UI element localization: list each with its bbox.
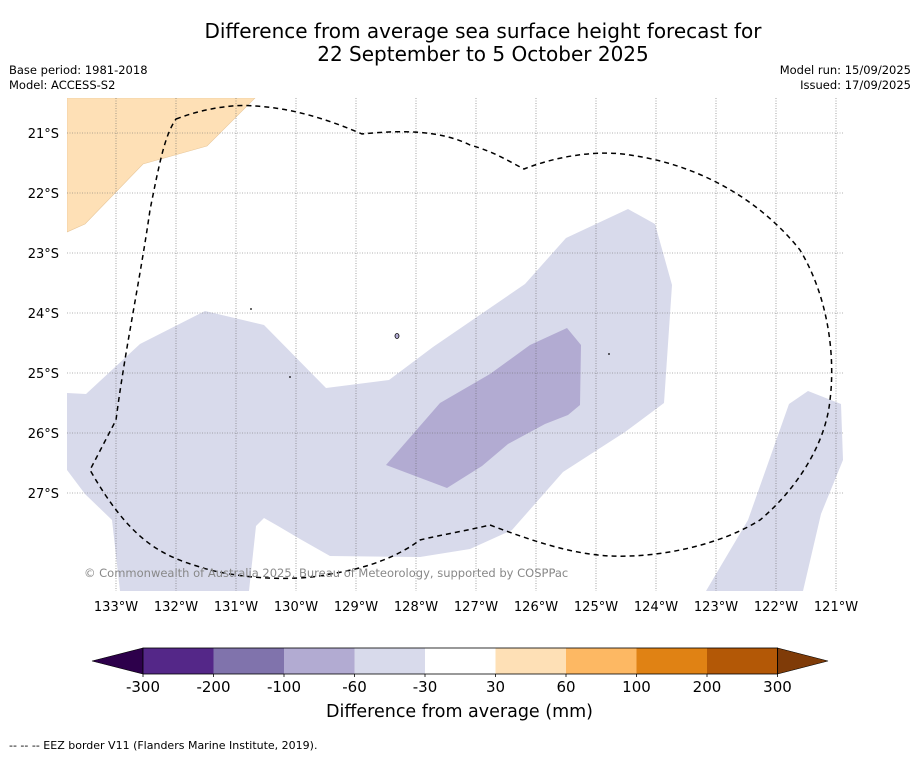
latitude-label: 23°S — [28, 247, 59, 262]
colorbar-tick-label: -200 — [196, 678, 230, 696]
longitude-label: 123°W — [694, 600, 738, 615]
longitude-label: 124°W — [634, 600, 678, 615]
meta-left: Base period: 1981-2018 Model: ACCESS-S2 — [9, 63, 148, 93]
map-panel: © Commonwealth of Australia 2025, Bureau… — [67, 98, 843, 591]
island-marker — [394, 333, 400, 339]
island-marker — [289, 376, 291, 378]
longitude-labels: 133°W 132°W 131°W 130°W 129°W 128°W 127°W 126°W… — [94, 600, 858, 615]
colorbar-bin — [495, 648, 567, 674]
colorbar-bin — [425, 648, 496, 674]
longitude-label: 130°W — [274, 600, 318, 615]
colorbar-tick-label: -100 — [267, 678, 301, 696]
colorbar-bin — [566, 648, 637, 674]
latitude-label: 21°S — [28, 127, 59, 142]
negative-anomaly-region-light — [67, 209, 672, 591]
latitude-label: 25°S — [28, 367, 59, 382]
island-marker — [250, 308, 252, 310]
longitude-label: 129°W — [334, 600, 378, 615]
meta-right: Model run: 15/09/2025 Issued: 17/09/2025 — [780, 63, 911, 93]
copyright-notice: © Commonwealth of Australia 2025, Bureau… — [84, 566, 568, 580]
colorbar-outline — [142, 647, 778, 675]
longitude-label: 132°W — [154, 600, 198, 615]
eez-legend-note: -- -- -- EEZ border V11 (Flanders Marine… — [9, 739, 318, 752]
longitude-label: 126°W — [514, 600, 558, 615]
colorbar-bin — [213, 648, 285, 674]
negative-anomaly-region-medium — [386, 328, 581, 488]
colorbar-tick-label: -60 — [342, 678, 367, 696]
longitude-label: 121°W — [814, 600, 858, 615]
colorbar-under-extension — [91, 647, 144, 675]
colorbar: -300 -200 -100 -60 -30 30 60 100 200 300 — [91, 647, 829, 696]
colorbar-tick-label: 60 — [556, 678, 575, 696]
colorbar-bin — [354, 648, 426, 674]
model-run-label: Model run: 15/09/2025 — [779, 63, 911, 77]
latitude-label: 24°S — [28, 307, 59, 322]
colorbar-tick-label: 200 — [693, 678, 722, 696]
colorbar-bin — [636, 648, 708, 674]
island-marker — [608, 353, 610, 355]
longitude-label: 125°W — [574, 600, 618, 615]
longitude-label: 131°W — [214, 600, 258, 615]
colorbar-tick-label: -300 — [126, 678, 160, 696]
negative-anomaly-region-east — [706, 391, 843, 591]
eez-border — [89, 104, 833, 580]
colorbar-bin — [707, 648, 778, 674]
map-title: Difference from average sea surface heig… — [0, 20, 919, 66]
colorbar-bin — [143, 648, 214, 674]
colorbar-title: Difference from average (mm) — [325, 702, 594, 722]
colorbar-tick-label: 300 — [763, 678, 792, 696]
longitude-label: 127°W — [454, 600, 498, 615]
longitude-label: 133°W — [94, 600, 138, 615]
issued-label: Issued: 17/09/2025 — [800, 78, 911, 92]
longitude-label: 128°W — [394, 600, 438, 615]
longitude-label: 122°W — [754, 600, 798, 615]
title-line-1: Difference from average sea surface heig… — [204, 19, 762, 43]
colorbar-over-extension — [777, 647, 829, 675]
title-line-2: 22 September to 5 October 2025 — [317, 42, 649, 66]
positive-anomaly-region — [67, 98, 256, 233]
latitude-label: 26°S — [28, 427, 59, 442]
colorbar-bin — [284, 648, 355, 674]
latitude-label: 27°S — [28, 487, 59, 502]
model-label: Model: ACCESS-S2 — [9, 78, 116, 92]
latitude-labels: 21°S 22°S 23°S 24°S 25°S 26°S 27°S — [28, 127, 59, 502]
colorbar-tick-label: -30 — [413, 678, 438, 696]
colorbar-tick-label: 30 — [486, 678, 505, 696]
latitude-label: 22°S — [28, 187, 59, 202]
base-period-label: Base period: 1981-2018 — [9, 63, 148, 77]
colorbar-tick-label: 100 — [622, 678, 651, 696]
